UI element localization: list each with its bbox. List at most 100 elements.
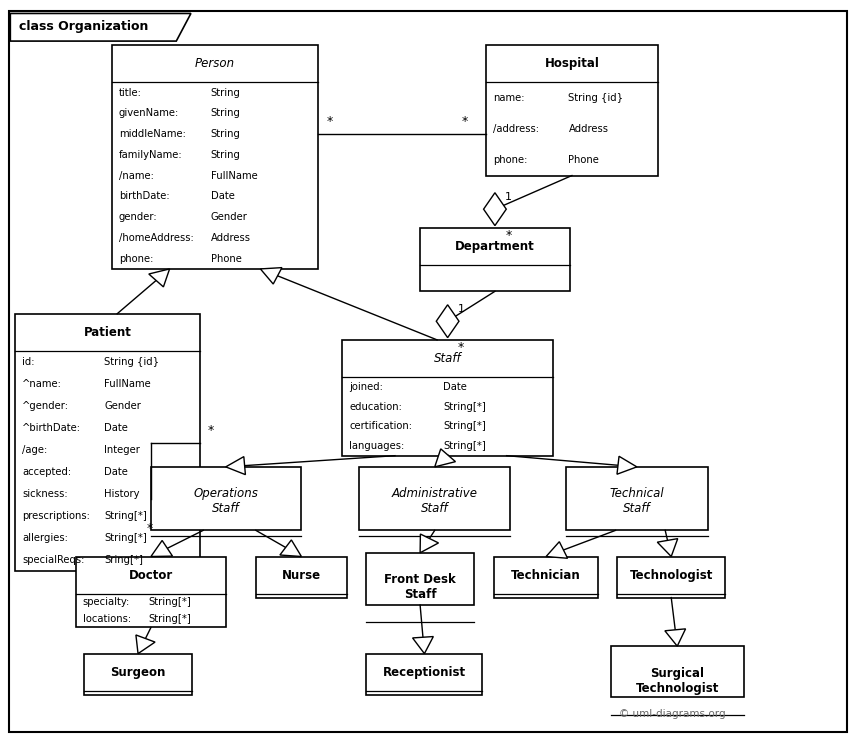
Bar [611,646,744,697]
Text: class Organization: class Organization [19,20,148,34]
Text: © uml-diagrams.org: © uml-diagrams.org [619,709,726,719]
Polygon shape [413,636,433,654]
Text: String: String [211,108,241,118]
Text: Sring[*]: Sring[*] [104,556,143,565]
Text: Integer: Integer [104,445,140,455]
Text: specialty:: specialty: [83,598,130,607]
Bar [359,467,510,530]
Text: ^gender:: ^gender: [22,401,70,411]
Text: 1: 1 [458,304,465,314]
Polygon shape [617,456,636,474]
Bar [76,557,226,627]
Text: accepted:: accepted: [22,468,71,477]
Text: Date: Date [444,382,467,392]
Text: *: * [458,341,464,354]
Text: joined:: joined: [349,382,383,392]
Text: Date: Date [211,191,235,201]
Bar [15,314,200,571]
Bar [84,654,192,695]
Text: /age:: /age: [22,445,47,455]
Polygon shape [225,456,245,474]
Text: Hospital: Hospital [544,57,599,70]
Bar [420,228,570,291]
Bar [342,340,553,456]
Text: FullName: FullName [104,379,151,389]
Text: String[*]: String[*] [148,614,191,624]
Text: /address:: /address: [493,124,538,134]
Text: *: * [146,522,152,536]
Text: id:: id: [22,357,35,367]
Polygon shape [10,13,191,41]
Text: ^name:: ^name: [22,379,62,389]
Text: middleName:: middleName: [119,129,186,139]
Polygon shape [665,629,685,646]
Polygon shape [149,269,169,287]
Text: Technical
Staff: Technical Staff [610,487,664,515]
Text: Operations
Staff: Operations Staff [194,487,258,515]
Text: languages:: languages: [349,441,404,451]
Text: phone:: phone: [493,155,527,165]
Bar [366,553,474,605]
Text: Technologist: Technologist [630,568,713,582]
Text: locations:: locations: [83,614,131,624]
Text: String: String [211,87,241,98]
Text: Address: Address [568,124,609,134]
Text: Surgeon: Surgeon [110,666,166,679]
Text: *: * [506,229,512,242]
Polygon shape [436,305,459,338]
Bar [617,557,725,598]
Text: ^birthDate:: ^birthDate: [22,424,82,433]
Text: name:: name: [493,93,525,103]
Text: prescriptions:: prescriptions: [22,512,90,521]
Text: Date: Date [104,424,128,433]
Text: String[*]: String[*] [444,402,486,412]
Text: *: * [327,114,333,128]
Text: givenName:: givenName: [119,108,179,118]
Text: 1: 1 [506,192,513,202]
Text: sickness:: sickness: [22,489,68,499]
Text: Person: Person [195,57,235,70]
Polygon shape [434,449,456,467]
Text: familyName:: familyName: [119,150,182,160]
Polygon shape [261,267,282,284]
Text: FullName: FullName [211,170,258,181]
Bar [486,45,658,176]
Polygon shape [420,534,439,553]
Text: String[*]: String[*] [444,441,486,451]
Polygon shape [136,635,155,654]
Text: *: * [462,114,468,128]
Text: Doctor: Doctor [129,568,173,582]
Text: History: History [104,489,139,499]
Bar [566,467,708,530]
Bar [366,654,482,695]
Polygon shape [483,193,507,226]
Text: gender:: gender: [119,212,157,222]
Bar [256,557,347,598]
Text: Nurse: Nurse [282,568,321,582]
Text: specialReqs:: specialReqs: [22,556,85,565]
Text: /homeAddress:: /homeAddress: [119,233,194,243]
Text: Date: Date [104,468,128,477]
Polygon shape [657,539,678,557]
Text: allergies:: allergies: [22,533,68,543]
Polygon shape [546,542,568,558]
Text: phone:: phone: [119,253,153,264]
Text: *: * [207,424,213,437]
Text: Department: Department [455,240,535,253]
Text: Gender: Gender [104,401,141,411]
Text: Phone: Phone [211,253,242,264]
Polygon shape [150,541,173,557]
Text: education:: education: [349,402,402,412]
Text: /name:: /name: [119,170,154,181]
Text: Staff: Staff [433,352,462,365]
Text: Receptionist: Receptionist [383,666,466,679]
Text: String {id}: String {id} [104,357,159,367]
Bar [150,467,301,530]
Text: title:: title: [119,87,142,98]
Bar [112,45,318,269]
Text: Front Desk
Staff: Front Desk Staff [384,573,456,601]
Text: Administrative
Staff: Administrative Staff [391,487,478,515]
Text: Gender: Gender [211,212,248,222]
Text: String {id}: String {id} [568,93,624,103]
Text: String[*]: String[*] [148,598,191,607]
